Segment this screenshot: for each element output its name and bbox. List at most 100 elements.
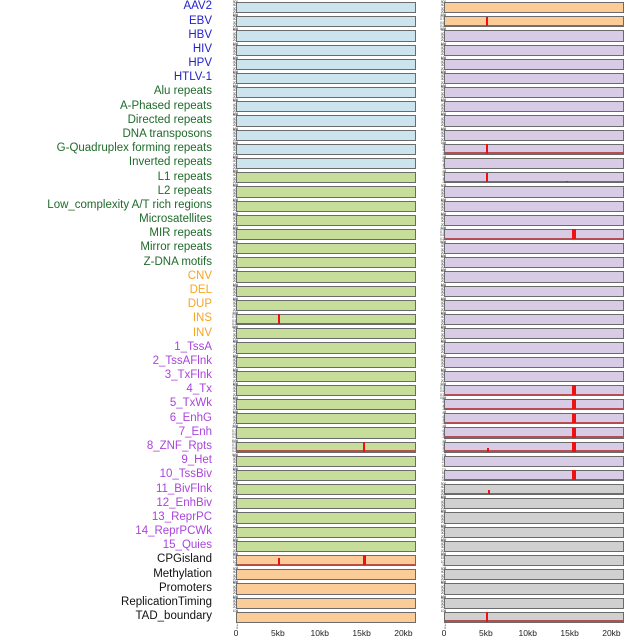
track-panel bbox=[444, 271, 624, 283]
row-label-12-enhbiv: 12_EnhBiv bbox=[156, 496, 212, 509]
track-panel bbox=[444, 87, 624, 99]
row-label-htlv-1: HTLV-1 bbox=[173, 71, 212, 84]
track-baseline bbox=[445, 620, 623, 622]
row-label-cpgisland: CPGisland bbox=[157, 553, 212, 566]
row-label-l2-repeats: L2 repeats bbox=[157, 184, 212, 197]
data-mark bbox=[277, 558, 280, 566]
row-label-z-dna-motifs: Z-DNA motifs bbox=[143, 255, 212, 268]
track-panel bbox=[236, 299, 416, 311]
y-axis-ticks: 7.55.02.50.0 bbox=[430, 454, 446, 468]
y-axis-ticks: 1.00 0.75 0.50 0.25 0.00 bbox=[232, 425, 238, 443]
track-panel bbox=[444, 299, 624, 311]
data-mark bbox=[485, 144, 488, 154]
track-panel bbox=[236, 143, 416, 155]
row-label-5-txwk: 5_TxWk bbox=[169, 397, 212, 410]
row-label-aav2: AAV2 bbox=[183, 0, 212, 13]
track-panel bbox=[444, 328, 624, 340]
row-label-1-tssa: 1_TssA bbox=[174, 340, 212, 353]
data-mark bbox=[572, 399, 576, 410]
track-panel bbox=[236, 441, 416, 453]
track-panel bbox=[236, 72, 416, 85]
x-tick-label: 5kb bbox=[479, 627, 493, 638]
track-baseline bbox=[445, 24, 623, 27]
track-panel bbox=[444, 214, 624, 226]
row-label-l1-repeats: L1 repeats bbox=[157, 170, 212, 183]
track-panel bbox=[236, 342, 416, 354]
track-panel bbox=[444, 313, 624, 326]
track-panel bbox=[444, 583, 624, 595]
row-label-promoters: Promoters bbox=[158, 581, 212, 594]
track-panel bbox=[236, 87, 416, 99]
track-panel bbox=[444, 611, 624, 623]
row-label-dup: DUP bbox=[187, 298, 212, 311]
data-mark bbox=[277, 314, 280, 325]
track-panel bbox=[236, 498, 416, 510]
data-mark bbox=[571, 229, 577, 240]
x-tick-label: 5kb bbox=[271, 627, 285, 638]
row-label-10-tssbiv: 10_TssBiv bbox=[159, 468, 212, 481]
track-panel bbox=[444, 427, 624, 439]
row-label-tad-boundary: TAD_boundary bbox=[135, 610, 213, 623]
track-panel bbox=[236, 172, 416, 184]
y-axis-ticks: 1.00 0.75 0.50 0.25 0.00 bbox=[440, 226, 446, 245]
track-panel bbox=[444, 58, 624, 70]
x-tick-label: 0 bbox=[441, 627, 447, 638]
track-panel bbox=[236, 455, 416, 467]
data-mark bbox=[485, 612, 488, 622]
track-panel bbox=[444, 384, 624, 397]
track-baseline bbox=[445, 478, 623, 481]
data-mark bbox=[566, 181, 569, 183]
row-label-inverted-repeats: Inverted repeats bbox=[128, 156, 212, 169]
track-panel bbox=[236, 611, 416, 623]
track-panel bbox=[444, 540, 624, 553]
track-panel bbox=[444, 342, 624, 354]
x-tick-label: 15kb bbox=[560, 627, 579, 638]
y-axis-ticks: 7.55.02.50.0 bbox=[430, 468, 446, 482]
track-panel bbox=[236, 115, 416, 127]
x-tick-label: 20kb bbox=[394, 627, 413, 638]
track-panel bbox=[236, 228, 416, 241]
data-mark bbox=[572, 441, 576, 452]
row-label-ebv: EBV bbox=[188, 14, 212, 27]
row-label-hbv: HBV bbox=[188, 28, 212, 41]
row-label-a-phased-repeats: A-Phased repeats bbox=[119, 99, 212, 112]
track-panel bbox=[236, 157, 416, 170]
row-label-6-enhg: 6_EnhG bbox=[169, 411, 212, 424]
row-label-hpv: HPV bbox=[188, 57, 212, 70]
track-panel bbox=[444, 441, 624, 453]
track-panel bbox=[444, 72, 624, 85]
track-baseline bbox=[445, 492, 623, 495]
data-mark bbox=[485, 16, 488, 27]
x-tick-label: 10kb bbox=[518, 627, 537, 638]
track-panel bbox=[236, 214, 416, 226]
data-mark bbox=[572, 470, 576, 481]
row-label-ins: INS bbox=[192, 312, 212, 325]
row-label-11-bivflnk: 11_BivFlnk bbox=[155, 482, 212, 495]
track-panel bbox=[444, 172, 624, 184]
track-baseline bbox=[445, 436, 623, 438]
track-panel bbox=[444, 129, 624, 141]
track-baseline bbox=[445, 393, 623, 396]
track-panel bbox=[236, 569, 416, 581]
track-baseline bbox=[445, 407, 623, 410]
track-panel bbox=[444, 512, 624, 524]
track-panel bbox=[236, 285, 416, 297]
track-panel bbox=[236, 16, 416, 28]
track-panel bbox=[444, 597, 624, 609]
track-panel bbox=[236, 540, 416, 553]
track-panel bbox=[444, 413, 624, 425]
track-panel bbox=[236, 384, 416, 397]
row-label-directed-repeats: Directed repeats bbox=[127, 113, 212, 126]
row-label-microsatellites: Microsatellites bbox=[139, 213, 212, 226]
track-panel bbox=[444, 200, 624, 212]
row-label-2-tssaflnk: 2_TssAFlnk bbox=[152, 354, 212, 367]
x-tick-label: 15kb bbox=[352, 627, 371, 638]
row-label-low-complexity-a-t-rich-regions: Low_complexity A/T rich regions bbox=[47, 198, 212, 211]
track-panel bbox=[444, 285, 624, 297]
row-label-15-quies: 15_Quies bbox=[162, 539, 212, 552]
track-baseline bbox=[445, 237, 623, 240]
row-label-mirror-repeats: Mirror repeats bbox=[140, 241, 212, 254]
x-axis-left: 0 5kb 10kb 15kb 20kb bbox=[234, 624, 416, 642]
row-label-column: AAV2 EBV HBV HIV HPV HTLV-1 Alu repeats A-Phase… bbox=[0, 0, 222, 630]
track-panel bbox=[444, 257, 624, 269]
